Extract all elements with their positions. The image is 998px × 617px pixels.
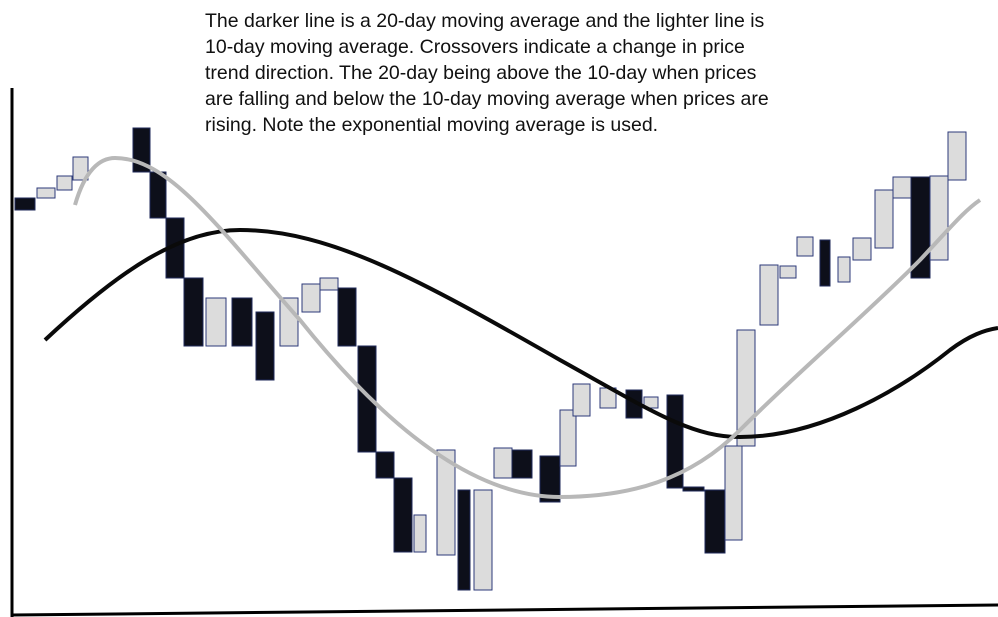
caption-line: rising. Note the exponential moving aver… [205, 114, 659, 136]
price-bar [205, 297, 227, 347]
price-bar [436, 449, 456, 556]
price-bar [375, 451, 395, 479]
price-bar [56, 175, 73, 191]
price-bar [852, 237, 872, 261]
caption-line: The darker line is a 20-day moving avera… [205, 10, 765, 32]
price-bar [559, 409, 577, 467]
price-bar [779, 265, 797, 279]
price-bar [511, 449, 533, 479]
price-bar [759, 264, 779, 326]
caption-line: 10-day moving average. Crossovers indica… [205, 36, 745, 58]
price-bar [910, 176, 931, 279]
price-bar [72, 156, 89, 181]
price-bar [457, 489, 471, 591]
price-bar [493, 447, 513, 479]
price-bar [837, 256, 851, 283]
price-bar [393, 477, 413, 553]
caption-line: are falling and below the 10-day moving … [205, 88, 769, 110]
price-bar [14, 197, 36, 211]
price-bar [149, 171, 167, 219]
price-bar [704, 489, 726, 554]
price-bar [473, 489, 493, 591]
price-bar [255, 311, 275, 381]
price-bar [947, 131, 967, 181]
price-bar [183, 277, 204, 347]
price-bar [337, 287, 357, 347]
price-bar [357, 345, 377, 453]
price-bar [572, 383, 591, 417]
price-bars [14, 127, 967, 591]
ma-20-line [43, 227, 998, 440]
price-bar [819, 239, 831, 287]
price-bar [319, 277, 339, 291]
price-bar [724, 445, 743, 541]
price-bar [682, 486, 705, 492]
price-bar [231, 297, 253, 347]
caption-line: trend direction. The 20-day being above … [205, 62, 757, 84]
price-bar [301, 283, 321, 313]
price-bar [929, 175, 949, 261]
price-bar [874, 189, 894, 249]
x-axis [11, 603, 998, 617]
price-bar [36, 187, 56, 199]
price-bar [892, 176, 912, 199]
price-bar [539, 455, 561, 503]
caption: The darker line is a 20-day moving avera… [205, 8, 769, 138]
price-bar [796, 236, 814, 257]
price-bar [413, 514, 427, 553]
ma-10-line [73, 155, 982, 500]
